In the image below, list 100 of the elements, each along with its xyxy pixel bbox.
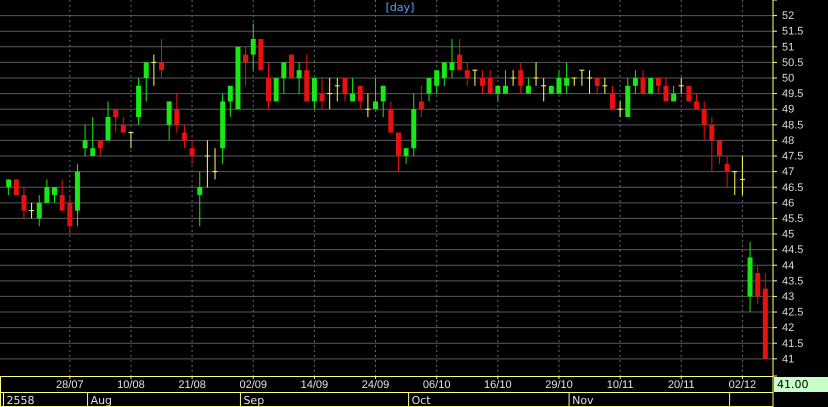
candlestick [640,70,646,94]
candlestick [52,186,58,204]
candlestick [426,78,432,102]
candlestick [526,78,531,94]
candlestick [533,62,540,86]
candlestick [212,148,218,180]
candlestick [648,78,654,94]
candlestick [281,62,286,94]
text: 2558 [6,394,34,407]
candlestick [694,93,700,110]
candlestick [106,100,111,141]
candlestick [434,70,440,94]
candlestick [686,85,692,102]
candlestick [28,202,35,219]
candlestick [586,70,593,94]
candlestick [594,78,600,94]
x-tick-label: 24/09 [362,378,390,391]
candlestick [678,78,684,94]
candlestick [243,46,248,86]
candlestick [564,62,570,94]
y-tick-label: 41.5 [782,338,804,350]
candlestick [342,78,348,102]
x-tick-label: 14/09 [300,378,328,391]
candlestick [21,186,26,219]
candlestick [128,132,134,149]
candlestick [204,140,210,188]
candlestick [60,178,65,212]
candlestick [739,156,746,196]
y-tick-label: 46 [782,197,794,210]
candlestick [373,78,378,110]
candlestick [326,78,333,110]
candlestick [364,93,371,118]
y-tick-label: 42.5 [782,306,804,319]
y-tick-label: 50.5 [782,56,804,69]
x-tick-label: 21/08 [178,378,206,391]
candlestick [358,85,363,110]
candlestick [6,178,12,196]
candlestick [518,62,524,94]
candlestick [632,70,638,94]
x-tick-label: 29/10 [545,378,573,391]
y-tick-label: 46.5 [782,182,804,194]
text: Sep [243,394,264,407]
y-tick-label: 49.5 [782,88,804,100]
x-tick-label: 16/10 [484,378,512,391]
candlestick [464,62,470,86]
candlestick [716,140,722,164]
candlestick [540,78,547,102]
candlestick [404,148,409,164]
y-tick-label: 47 [782,166,794,178]
candlestick [174,93,180,134]
x-tick-label: 06/10 [422,378,450,391]
candlestick [488,70,493,94]
candlestick [755,264,760,305]
candlestick [396,132,401,172]
y-tick-label: 47.5 [782,150,804,163]
candlestick [610,85,615,110]
y-tick-label: 44.5 [782,244,804,256]
y-tick-label: 52 [782,10,794,22]
candlestick [98,140,103,157]
text: Oct [412,394,432,407]
candlestick [702,100,707,141]
candlestick [334,78,340,102]
y-tick-label: 45.5 [782,212,804,225]
y-tick-label: 51.5 [782,26,804,38]
candlestick [578,70,585,86]
x-tick-label: 10/08 [117,378,145,391]
candlestick [312,78,317,110]
y-tick-label: 42 [782,322,794,334]
x-tick-label: 10/11 [606,378,634,391]
x-tick-label: 20/11 [668,378,695,391]
candlestick [732,171,738,196]
candlestick [480,70,486,94]
x-tick-label: 02/12 [728,378,756,391]
candlestick [182,124,187,149]
y-tick-label: 51 [782,41,794,54]
candlestick [166,100,172,141]
y-tick-label: 45 [782,228,794,241]
candlestick [197,171,202,227]
candlestick [144,62,149,102]
candlestick [120,116,126,134]
y-tick-label: 44 [782,260,794,272]
candlestick [296,62,302,94]
candlestick [442,62,447,86]
candlestick [150,54,157,86]
candlestick [617,100,624,118]
candlestick [388,100,394,134]
y-tick-label: 41 [782,353,794,366]
candlestick [709,116,714,172]
candlestick [671,85,676,102]
candlestick [36,194,42,227]
y-tick-label: 48.5 [782,119,804,132]
candlestick [350,78,356,102]
candlestick [724,156,730,188]
chart-title: [day] [386,1,414,14]
candlestick [67,194,72,235]
candlestick [510,70,516,86]
candlestick [320,78,325,110]
candlestick [380,85,386,118]
candlestick [656,78,661,94]
y-tick-label: 49 [782,104,794,116]
